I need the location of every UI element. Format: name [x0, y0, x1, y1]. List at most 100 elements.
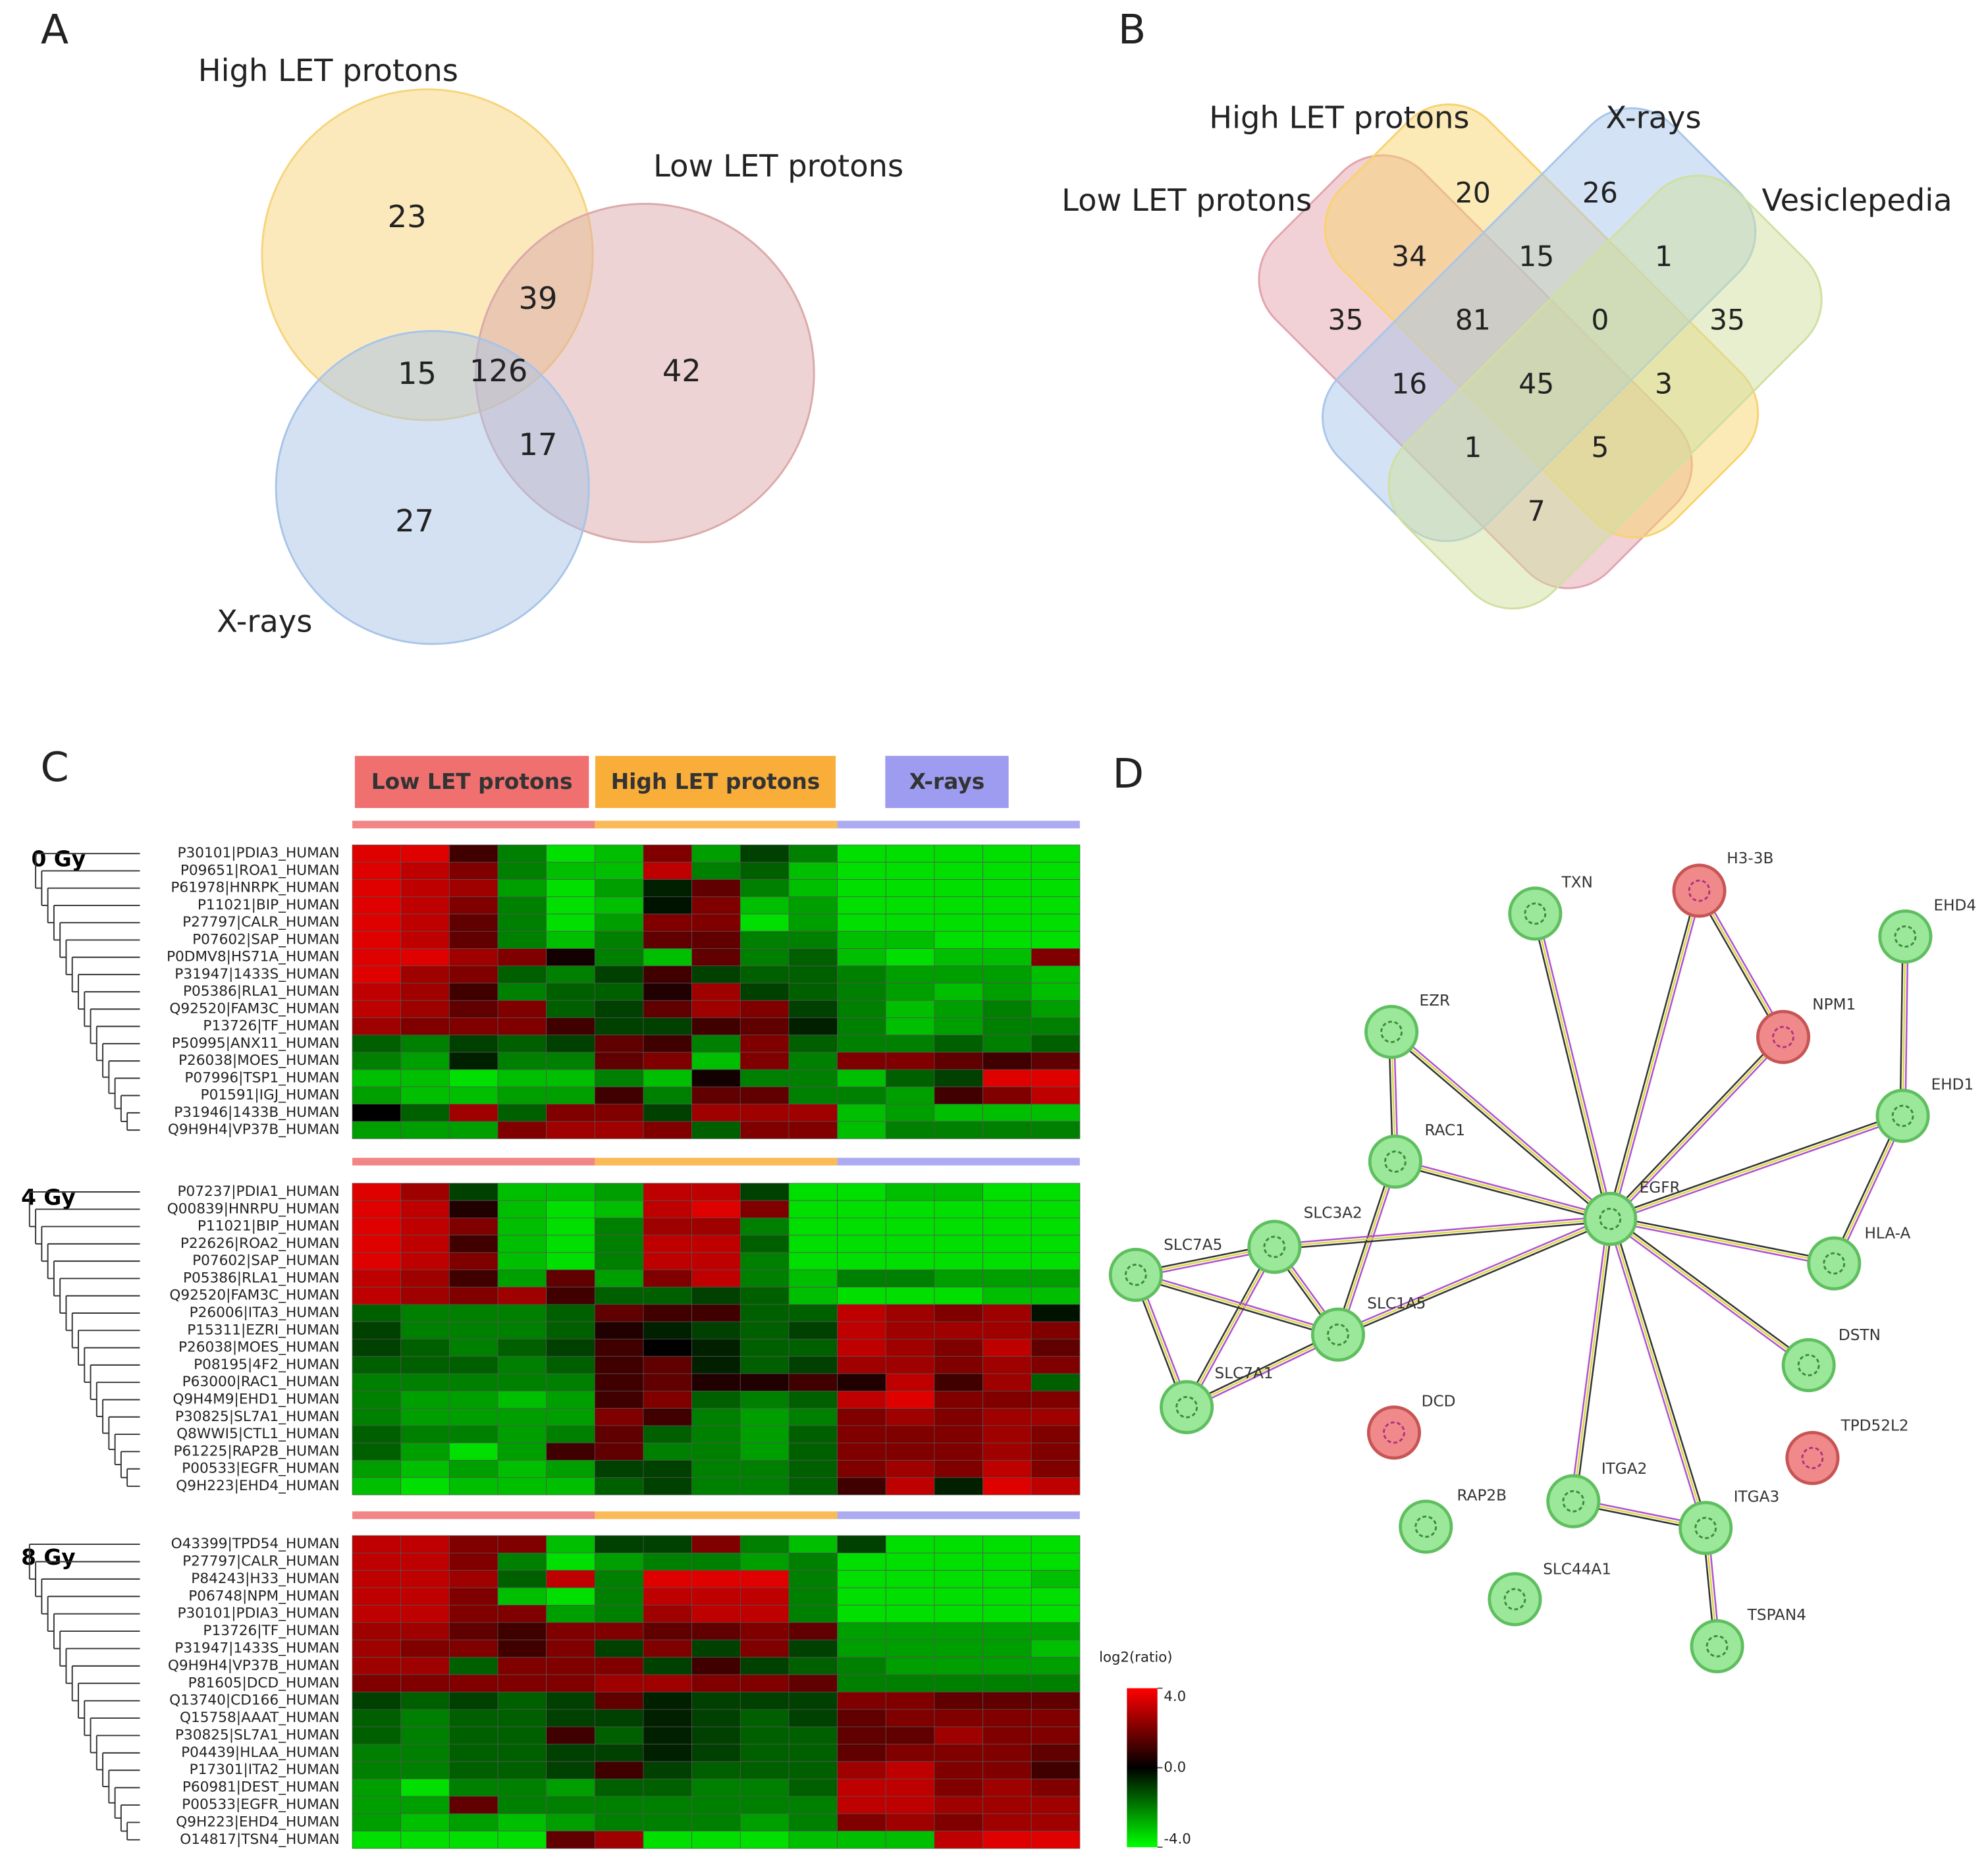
heatmap-cell [691, 1692, 741, 1710]
heatmap-cell [594, 1304, 644, 1322]
row-label: P15311|EZRI_HUMAN [187, 1322, 340, 1338]
node-structure [1524, 902, 1547, 925]
heatmap-cell [352, 1761, 402, 1779]
node-label: ITGA2 [1601, 1460, 1648, 1478]
network-link [1391, 1031, 1611, 1220]
heatmap-cell [788, 1552, 838, 1571]
heatmap-cell [837, 1218, 886, 1236]
heatmap-cell [982, 1796, 1032, 1814]
network-link [1394, 1163, 1610, 1222]
heatmap-cell [982, 1408, 1032, 1426]
heatmap-cell [643, 948, 693, 967]
heatmap-cell [546, 1552, 595, 1571]
heatmap-cell [1031, 879, 1081, 898]
heatmap-cell [546, 948, 595, 967]
heatmap-cell [934, 1408, 983, 1426]
network-link [1700, 889, 1787, 1037]
heatmap-cell [643, 1813, 693, 1832]
venn-count: 15 [1518, 241, 1554, 273]
heatmap-cell [788, 1321, 838, 1339]
heatmap-cell [885, 1657, 935, 1675]
heatmap-cell [594, 1726, 644, 1745]
heatmap-cell [788, 1390, 838, 1409]
network-link [1607, 1219, 1704, 1529]
heatmap-cell [546, 1183, 595, 1201]
heatmap-cell [352, 1639, 402, 1658]
heatmap-cell [837, 1017, 886, 1036]
heatmap-cell [739, 1570, 790, 1588]
network-link [1187, 1336, 1340, 1411]
heatmap-cell [643, 1605, 693, 1623]
heatmap-cell [497, 1535, 547, 1553]
heatmap-cell [352, 1017, 402, 1036]
heatmap-cell [400, 1390, 450, 1409]
heatmap-cell [885, 1622, 935, 1640]
heatmap-cell [885, 1639, 935, 1658]
heatmap-cell [934, 948, 983, 967]
heatmap-cell [788, 1657, 838, 1675]
heatmap-cell [1031, 1744, 1081, 1762]
heatmap-cell [448, 1390, 498, 1409]
heatmap-cell [739, 1356, 790, 1374]
group-header-label: Low LET protons [371, 769, 573, 794]
heatmap-cell [837, 1622, 886, 1640]
heatmap-cell [982, 1692, 1032, 1710]
heatmap-cell [934, 1442, 983, 1461]
heatmap-cell [400, 1408, 450, 1426]
heatmap-cell [837, 913, 886, 932]
venn-set-label: High LET protons [1209, 100, 1469, 136]
venn-set-label: Low LET protons [653, 148, 903, 184]
row-label: P01591|IGJ_HUMAN [201, 1087, 340, 1104]
network-link [1696, 891, 1782, 1039]
heatmap-cell [352, 1813, 402, 1832]
row-label: P81605|DCD_HUMAN [188, 1675, 340, 1691]
heatmap-cell [885, 1304, 935, 1322]
group-bar [352, 1511, 595, 1519]
heatmap-cell [643, 1639, 693, 1658]
heatmap-cell [691, 1425, 741, 1443]
venn-count: 15 [398, 356, 437, 391]
heatmap-cell [594, 1269, 644, 1287]
heatmap-cell [788, 1639, 838, 1658]
row-label: P06748|NPM_HUMAN [188, 1588, 340, 1604]
heatmap-cell [400, 1321, 450, 1339]
heatmap-cell [982, 1570, 1032, 1588]
heatmap-cell [546, 1218, 595, 1236]
node-label: TSPAN4 [1747, 1606, 1806, 1624]
row-label: P31947|1433S_HUMAN [175, 1640, 339, 1656]
heatmap-cell [837, 879, 886, 898]
heatmap-cell [1031, 1408, 1081, 1426]
heatmap-cell [788, 1000, 838, 1018]
heatmap-cell [837, 1477, 886, 1495]
heatmap-cell [739, 1408, 790, 1426]
network-links [1133, 889, 1909, 1647]
heatmap-cell [837, 1408, 886, 1426]
network-node [1672, 863, 1727, 918]
heatmap-cell [643, 1287, 693, 1305]
heatmap-cell [934, 896, 983, 915]
heatmap-cell [352, 1339, 402, 1357]
heatmap-cell [1031, 1477, 1081, 1495]
heatmap-cell [352, 1390, 402, 1409]
heatmap-cell [691, 1269, 741, 1287]
row-label: P61225|RAP2B_HUMAN [173, 1443, 339, 1459]
heatmap-cell [546, 1587, 595, 1605]
heatmap-cell [739, 1087, 790, 1105]
heatmap-cell [594, 948, 644, 967]
node-label: SLC7A1 [1215, 1364, 1274, 1382]
heatmap-cell [497, 1069, 547, 1087]
heatmap-cell [497, 1200, 547, 1218]
venn-count: 35 [1709, 305, 1745, 337]
heatmap-cell [448, 1339, 498, 1357]
heatmap-cell [497, 1796, 547, 1814]
network-link [1572, 1218, 1611, 1501]
group-bar [837, 821, 1080, 828]
heatmap-cell [982, 1442, 1032, 1461]
heatmap-cell [982, 844, 1032, 863]
node-label: SLC3A2 [1304, 1204, 1362, 1222]
heatmap-cell [788, 1425, 838, 1443]
group-header-label: High LET protons [611, 769, 820, 794]
network-link [1183, 1245, 1274, 1407]
heatmap-cell [1031, 983, 1081, 1001]
row-label: P61978|HNRPK_HUMAN [171, 880, 339, 896]
